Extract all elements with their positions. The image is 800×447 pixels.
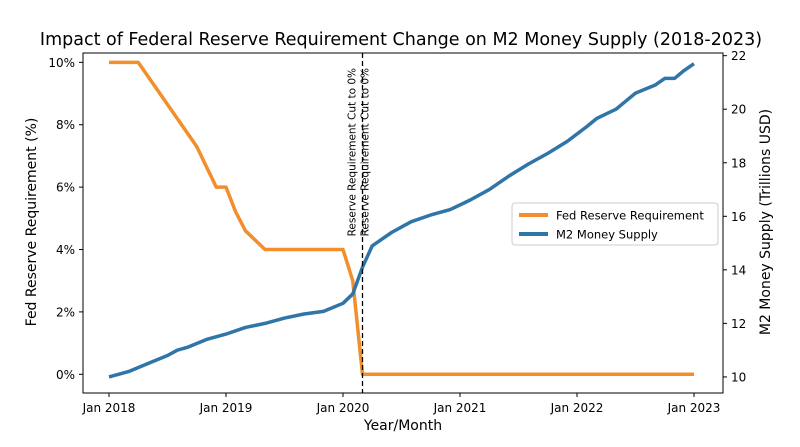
x-tick-label: Jan 2019	[199, 401, 253, 415]
x-tick-label: Jan 2022	[550, 401, 604, 415]
series-line-fed-reserve	[109, 60, 694, 377]
x-axis-label: Year/Month	[363, 418, 442, 434]
legend-label-fed-reserve: Fed Reserve Requirement	[556, 209, 704, 223]
x-tick-label: Jan 2020	[316, 401, 370, 415]
y-axis-right-label: M2 Money Supply (Trillions USD)	[758, 109, 774, 335]
legend-label-m2: M2 Money Supply	[556, 228, 658, 242]
y-axis-right: 10 12 14 16 18 20 22	[723, 49, 746, 384]
y-left-tick-label: 2%	[56, 305, 75, 319]
annotation-label: Reserve Requirement Cut to 0%	[347, 68, 359, 236]
y-axis-left: 0% 2% 4% 6% 8% 10%	[48, 56, 83, 382]
x-tick-label: Jan 2021	[433, 401, 487, 415]
y-right-tick-label: 14	[731, 263, 746, 277]
annotation-label: Reserve Requirement Cut to 0%	[360, 68, 372, 236]
y-left-tick-label: 0%	[56, 368, 75, 382]
x-axis: Jan 2018 Jan 2019 Jan 2020 Jan 2021 Jan 2022…	[82, 393, 721, 415]
chart-title: Impact of Federal Reserve Requirement Ch…	[40, 30, 762, 50]
y-left-tick-label: 6%	[56, 181, 75, 195]
legend: Fed Reserve Requirement M2 Money Supply	[511, 202, 719, 246]
y-left-tick-label: 8%	[56, 118, 75, 132]
plot-frame	[82, 52, 724, 394]
y-left-tick-label: 4%	[56, 243, 75, 257]
y-left-tick-label: 10%	[48, 56, 75, 70]
y-right-tick-label: 12	[731, 317, 746, 331]
y-right-tick-label: 10	[731, 370, 746, 384]
y-right-tick-label: 18	[731, 156, 746, 170]
y-right-tick-label: 22	[731, 49, 746, 63]
x-tick-label: Jan 2018	[82, 401, 136, 415]
y-right-tick-label: 16	[731, 210, 746, 224]
y-axis-left-label: Fed Reserve Requirement (%)	[24, 118, 40, 327]
legend-box	[511, 202, 719, 246]
y-right-tick-label: 20	[731, 103, 746, 117]
plot-area	[82, 52, 724, 394]
series-line-m2	[108, 62, 695, 379]
series-layer	[108, 60, 695, 379]
annotation-layer: Reserve Requirement Cut to 0% Reserve Req…	[347, 53, 372, 393]
x-tick-label: Jan 2023	[667, 401, 721, 415]
